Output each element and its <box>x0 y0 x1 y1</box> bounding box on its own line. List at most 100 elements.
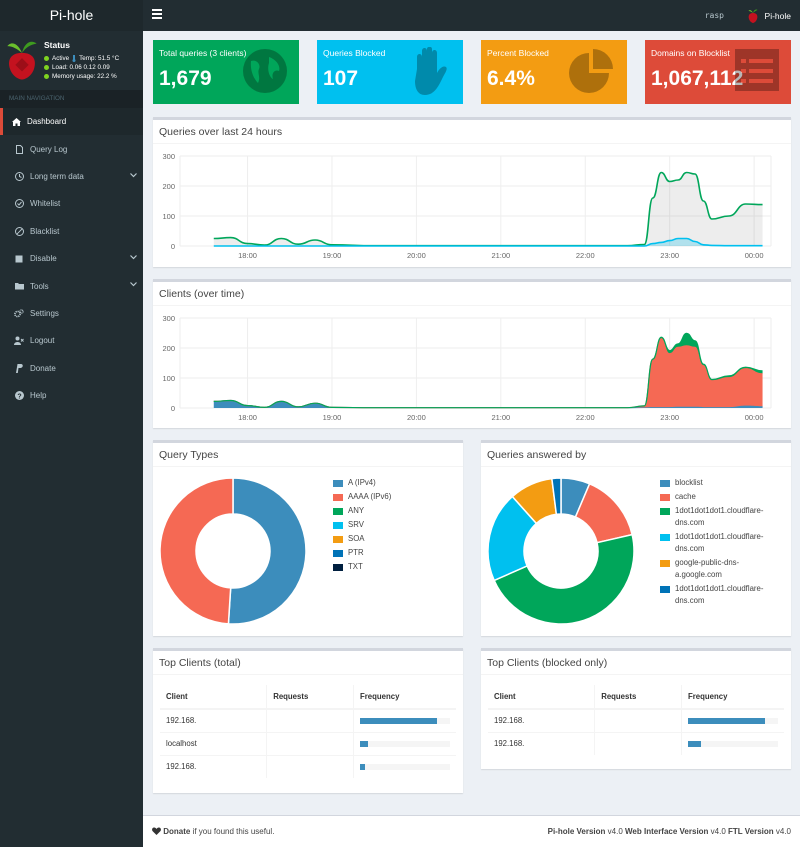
x-tick-label: 18:00 <box>238 413 257 422</box>
legend-item[interactable]: google-public-dns-a.google.com <box>660 557 782 581</box>
column-header-frequency[interactable]: Frequency <box>353 685 456 710</box>
heart-icon <box>152 827 161 835</box>
frequency-cell <box>681 731 784 755</box>
frequency-cell <box>681 708 784 732</box>
main-nav: Dashboard Query Log Long term data White… <box>0 108 143 409</box>
legend-item[interactable]: 1dot1dot1dot1.cloudflare-dns.com <box>660 583 782 607</box>
client-cell[interactable]: 192.168. <box>488 731 596 755</box>
donate-link[interactable]: Donate <box>163 827 191 836</box>
series-area-1[interactable] <box>213 338 763 408</box>
user-menu[interactable]: Pi-hole <box>747 8 791 23</box>
question-icon: ? <box>14 391 24 401</box>
panel-title: Queries answered by <box>487 449 587 461</box>
nav-label: Blacklist <box>30 226 60 236</box>
footer: Donate if you found this useful. Pi-hole… <box>143 815 800 847</box>
legend-item[interactable]: ANY <box>333 505 391 517</box>
legend-swatch <box>660 493 670 501</box>
table-row: localhost <box>160 731 456 755</box>
memory-text: Memory usage: 22.2 % <box>52 73 117 80</box>
y-tick-label: 200 <box>162 344 175 353</box>
nav-item-donate[interactable]: Donate <box>0 355 143 382</box>
donut-slice[interactable] <box>551 477 562 516</box>
client-cell[interactable]: 192.168. <box>160 708 268 732</box>
legend-label: 1dot1dot1dot1.cloudflare-dns.com <box>675 584 764 605</box>
svg-text:?: ? <box>17 393 21 400</box>
column-header-requests[interactable]: Requests <box>594 685 682 710</box>
column-header-client[interactable]: Client <box>488 685 596 710</box>
legend-item[interactable]: PTR <box>333 547 391 559</box>
stat-percent-blocked[interactable]: Percent Blocked 6.4% <box>481 40 627 104</box>
nav-item-query-log[interactable]: Query Log <box>0 135 143 162</box>
sidebar: Status Active Temp: 51.5 °C Load: 0.06 0… <box>0 31 143 847</box>
legend-item[interactable]: 1dot1dot1dot1.cloudflare-dns.com <box>660 531 782 555</box>
client-cell[interactable]: 192.168. <box>160 754 268 778</box>
panel-title: Query Types <box>159 449 219 461</box>
client-cell[interactable]: localhost <box>160 731 268 755</box>
frequency-bar-fill <box>360 763 366 770</box>
client-cell[interactable]: 192.168. <box>488 708 596 732</box>
brand-logo[interactable]: Pi-hole <box>0 0 143 31</box>
nav-item-tools[interactable]: Tools <box>0 272 143 299</box>
folder-icon <box>14 281 24 291</box>
legend-item[interactable]: cache <box>660 491 782 503</box>
panel-title: Top Clients (blocked only) <box>487 657 608 669</box>
legend-item[interactable]: blocklist <box>660 477 782 489</box>
legend-item[interactable]: SOA <box>333 533 391 545</box>
series-area-0[interactable] <box>213 172 763 247</box>
stat-total-queries[interactable]: Total queries (3 clients) 1,679 <box>153 40 299 104</box>
panel-title: Queries over last 24 hours <box>159 126 283 138</box>
legend-label: ANY <box>348 506 365 515</box>
nav-item-disable[interactable]: Disable <box>0 245 143 272</box>
legend-item[interactable]: AAAA (IPv6) <box>333 491 391 503</box>
panel-title: Clients (over time) <box>159 288 245 300</box>
table-row: 192.168. <box>160 708 456 732</box>
nav-item-whitelist[interactable]: Whitelist <box>0 190 143 217</box>
temp-text: Temp: 51.5 °C <box>79 55 120 62</box>
legend-item[interactable]: TXT <box>333 561 391 573</box>
panel-title: Top Clients (total) <box>159 657 241 669</box>
nav-item-blacklist[interactable]: Blacklist <box>0 218 143 245</box>
legend-item[interactable]: SRV <box>333 519 391 531</box>
nav-item-dashboard[interactable]: Dashboard <box>0 108 143 136</box>
donut-slice[interactable] <box>493 533 635 625</box>
stat-label: Queries Blocked <box>323 48 386 58</box>
nav-item-settings[interactable]: Settings <box>0 300 143 327</box>
stat-queries-blocked[interactable]: Queries Blocked 107 <box>317 40 463 104</box>
stat-domains-blocklist[interactable]: Domains on Blocklist 1,067,112 <box>645 40 791 104</box>
hostname: rasp <box>704 11 724 20</box>
web-version[interactable]: v4.0 <box>708 827 729 836</box>
query-types-panel: Query Types A (IPv4) AAAA (IPv6) ANY SRV SOA… <box>153 440 463 636</box>
series-line-0[interactable] <box>213 171 763 247</box>
query-types-donut[interactable] <box>159 477 307 625</box>
x-tick-label: 21:00 <box>491 251 510 260</box>
column-header-requests[interactable]: Requests <box>266 685 354 710</box>
series-line-1[interactable] <box>213 237 763 247</box>
queries-area-chart[interactable]: 300 200 100 0 18:00 19:00 20:00 21:00 22:00 23:00… <box>153 145 791 267</box>
legend-item[interactable]: A (IPv4) <box>333 477 391 489</box>
ftl-version[interactable]: v4.0 <box>773 827 791 836</box>
top-navbar: rasp Pi-hole <box>143 0 800 31</box>
answered-by-donut[interactable] <box>487 477 635 625</box>
x-tick-label: 00:00 <box>745 251 764 260</box>
nav-item-long-term-data[interactable]: Long term data <box>0 163 143 190</box>
legend-item[interactable]: 1dot1dot1dot1.cloudflare-dns.com <box>660 505 782 529</box>
column-header-frequency[interactable]: Frequency <box>681 685 784 710</box>
donut-slice[interactable] <box>227 477 307 625</box>
legend-swatch <box>660 585 670 593</box>
top-clients-panel: Top Clients (total) Client Requests Freq… <box>153 648 463 793</box>
series-line-2[interactable] <box>213 332 763 409</box>
status-active: Active Temp: 51.5 °C <box>44 55 119 62</box>
top-blocked-clients-table: Client Requests Frequency 192.168. 192.16… <box>488 685 784 755</box>
footer-versions: Pi-hole Version v4.0 Web Interface Versi… <box>548 827 791 836</box>
nav-item-logout[interactable]: Logout <box>0 327 143 354</box>
hand-stop-icon <box>415 47 447 95</box>
nav-item-help[interactable]: ? Help <box>0 382 143 409</box>
x-tick-label: 21:00 <box>491 413 510 422</box>
menu-toggle-icon[interactable] <box>152 9 162 19</box>
column-header-client[interactable]: Client <box>160 685 268 710</box>
donut-slice[interactable] <box>159 477 234 625</box>
nav-label: Query Log <box>30 144 68 154</box>
pihole-version[interactable]: v4.0 <box>605 827 625 836</box>
ban-icon <box>14 226 24 236</box>
clients-area-chart[interactable]: 300 200 100 0 18:00 19:00 20:00 21:00 22:00 23:00… <box>153 307 791 429</box>
